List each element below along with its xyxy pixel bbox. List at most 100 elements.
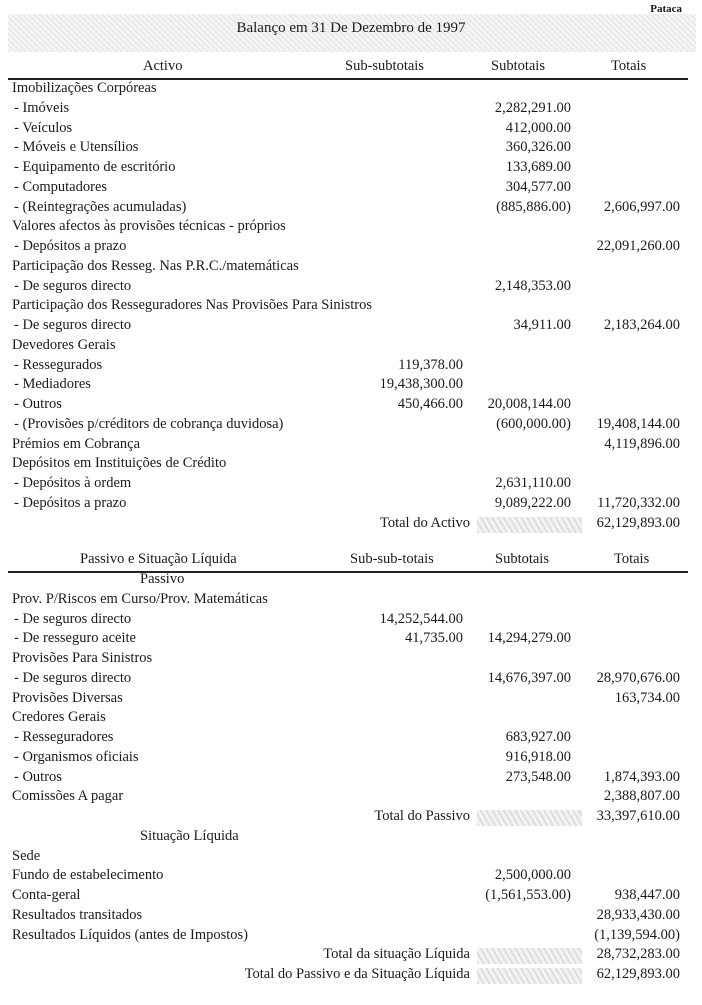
sub-subtotal-value: 19,438,300.00 bbox=[379, 376, 463, 393]
table-row: Situação Líquida bbox=[0, 828, 702, 848]
subtotal-value: 20,008,144.00 bbox=[487, 396, 571, 412]
table-row: Participação dos Resseg. Nas P.R.C./mate… bbox=[0, 258, 702, 278]
table-row: Provisões Diversas 163,734.00 bbox=[0, 690, 702, 710]
table-row: - De seguros directo 2,148,353.00 bbox=[0, 278, 702, 298]
row-label: - De seguros directo bbox=[14, 610, 132, 627]
total-value: 4,119,896.00 bbox=[604, 435, 680, 452]
table-row: Conta-geral (1,561,553.00) 938,447.00 bbox=[0, 887, 702, 907]
table-row: - Outros 450,466.00 20,008,144.00 bbox=[0, 396, 702, 416]
row-label: - Ressegurados bbox=[14, 356, 103, 373]
row-label: Total do Passivo e da Situação Líquida bbox=[244, 966, 470, 982]
subtotal-value: 14,294,279.00 bbox=[487, 630, 571, 647]
header-subtotais: Subtotais bbox=[491, 58, 545, 74]
currency-label: Pataca bbox=[650, 3, 682, 15]
total-value: 938,447.00 bbox=[614, 887, 680, 903]
row-label: - Outros bbox=[14, 768, 62, 785]
subtotal-value: 2,500,000.00 bbox=[494, 867, 571, 884]
subtotal-value: 2,631,110.00 bbox=[495, 475, 571, 491]
header-totais: Totais bbox=[611, 58, 647, 74]
table-row: - Móveis e Utensílios 360,326.00 bbox=[0, 139, 702, 159]
total-value: 22,091,260.00 bbox=[596, 238, 680, 254]
header-totais: Totais bbox=[614, 551, 650, 567]
header-sub-subtotais: Sub-subtotais bbox=[345, 58, 424, 74]
table-row: Credores Gerais bbox=[0, 709, 702, 729]
sub-subtotal-value: 14,252,544.00 bbox=[379, 610, 463, 627]
row-label: Comissões A pagar bbox=[12, 788, 124, 805]
subtotal-value: 9,089,222.00 bbox=[494, 494, 571, 511]
table-row: Provisões Para Sinistros bbox=[0, 650, 702, 670]
row-label: Imobilizações Corpóreas bbox=[12, 80, 157, 96]
table-row: - De seguros directo 34,911.00 2,183,264.0… bbox=[0, 317, 702, 337]
subtotal-value: 2,282,291.00 bbox=[494, 99, 571, 116]
row-label: Devedores Gerais bbox=[12, 336, 116, 353]
scan-noise bbox=[477, 948, 582, 965]
total-row: Total do Passivo e da Situação Líquida 62… bbox=[0, 966, 702, 986]
scan-noise bbox=[477, 810, 582, 826]
table-row: - Mediadores 19,438,300.00 bbox=[0, 376, 702, 396]
sub-subtotal-value: 450,466.00 bbox=[397, 396, 463, 412]
subtotal-value: 34,911.00 bbox=[513, 317, 571, 333]
row-label: Credores Gerais bbox=[12, 709, 106, 726]
row-label: Fundo de estabelecimento bbox=[12, 867, 164, 884]
table-row: - Organismos oficiais 916,918.00 bbox=[0, 749, 702, 769]
total-value: 19,408,144.00 bbox=[596, 415, 680, 432]
row-label: - Outros bbox=[14, 396, 62, 412]
table-row: - Depósitos a prazo 9,089,222.00 11,720,33… bbox=[0, 495, 702, 515]
table-row: - Veículos 412,000.00 bbox=[0, 120, 702, 140]
table-row: - De seguros directo 14,676,397.00 28,970,… bbox=[0, 670, 702, 690]
table-row: - De resseguro aceite 41,735.00 14,294,279… bbox=[0, 630, 702, 650]
row-label: Depósitos em Instituições de Crédito bbox=[12, 455, 227, 472]
subtotal-value: 683,927.00 bbox=[505, 729, 571, 745]
table-row: Prémios em Cobrança 4,119,896.00 bbox=[0, 436, 702, 456]
scan-noise bbox=[477, 968, 582, 984]
table-row: - (Provisões p/créditors de cobrança duv… bbox=[0, 416, 702, 436]
table-row: - Resseguradores 683,927.00 bbox=[0, 729, 702, 749]
activo-header: Activo Sub-subtotais Subtotais Totais bbox=[0, 58, 702, 78]
table-row: - Depósitos à ordem 2,631,110.00 bbox=[0, 475, 702, 495]
subtotal-value: 304,577.00 bbox=[505, 178, 571, 195]
total-value: 62,129,893.00 bbox=[596, 514, 680, 531]
table-row: Fundo de estabelecimento 2,500,000.00 bbox=[0, 867, 702, 887]
row-label: - De seguros directo bbox=[14, 317, 132, 333]
subtotal-value: 916,918.00 bbox=[505, 748, 571, 765]
row-label: Valores afectos às provisões técnicas - … bbox=[12, 218, 286, 235]
table-row: - (Reintegrações acumuladas) (885,886.00)… bbox=[0, 199, 702, 219]
sub-subtotal-value: 41,735.00 bbox=[405, 630, 463, 647]
row-label: Conta-geral bbox=[12, 887, 81, 903]
total-value: 2,183,264.00 bbox=[603, 317, 680, 333]
row-label: - Depósitos a prazo bbox=[14, 494, 127, 511]
header-subtotais: Subtotais bbox=[495, 551, 549, 567]
header-rule bbox=[8, 78, 688, 80]
scan-noise-band bbox=[8, 14, 696, 52]
table-row: Imobilizações Corpóreas bbox=[0, 80, 702, 100]
table-row: Prov. P/Riscos em Curso/Prov. Matemática… bbox=[0, 591, 702, 611]
total-row: Total da situação Líquida 28,732,283.00 bbox=[0, 946, 702, 966]
row-label: Total do Passivo bbox=[374, 808, 470, 824]
table-row: - Imóveis 2,282,291.00 bbox=[0, 100, 702, 120]
row-label: - Computadores bbox=[14, 178, 108, 195]
row-label: - Móveis e Utensílios bbox=[14, 139, 139, 156]
total-value: 2,388,807.00 bbox=[603, 788, 680, 805]
subtotal-value: 412,000.00 bbox=[505, 119, 571, 136]
row-label: - Resseguradores bbox=[14, 729, 114, 745]
row-label: - De seguros directo bbox=[14, 669, 132, 686]
table-row: - Outros 273,548.00 1,874,393.00 bbox=[0, 769, 702, 789]
scan-noise bbox=[477, 516, 582, 533]
table-row: - Computadores 304,577.00 bbox=[0, 179, 702, 199]
document-title: Balanço em 31 De Dezembro de 1997 bbox=[236, 20, 466, 36]
total-value: 33,397,610.00 bbox=[596, 808, 680, 824]
table-row: Passivo bbox=[0, 571, 702, 591]
subtotal-value: (600,000.00) bbox=[496, 415, 571, 432]
row-label: - (Provisões p/créditors de cobrança duv… bbox=[14, 415, 284, 432]
subtotal-value: 14,676,397.00 bbox=[487, 669, 571, 686]
table-row: Depósitos em Instituições de Crédito bbox=[0, 455, 702, 475]
subtotal-value: (1,561,553.00) bbox=[485, 887, 571, 903]
total-row: Total do Activo 62,129,893.00 bbox=[0, 515, 702, 535]
row-label: Provisões Diversas bbox=[12, 689, 123, 706]
subtotal-value: 2,148,353.00 bbox=[494, 277, 571, 294]
table-row: Resultados Líquidos (antes de Impostos) (… bbox=[0, 927, 702, 947]
row-label: Resultados Líquidos (antes de Impostos) bbox=[12, 926, 249, 943]
header-passivo: Passivo e Situação Líquida bbox=[80, 551, 237, 567]
total-value: 2,606,997.00 bbox=[603, 198, 680, 215]
table-row: - Ressegurados 119,378.00 bbox=[0, 357, 702, 377]
